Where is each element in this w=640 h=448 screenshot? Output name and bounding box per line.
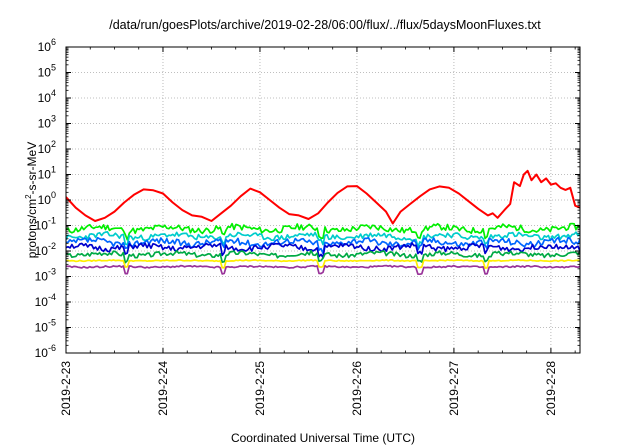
series-line-2 <box>66 222 580 241</box>
y-tick-label: 102 <box>38 139 56 156</box>
y-tick-label: 10-4 <box>35 292 56 309</box>
series-line-1 <box>66 169 580 225</box>
series-line-3 <box>66 231 580 248</box>
plot-frame <box>65 46 581 354</box>
x-tick-label: 2019-2-26 <box>350 361 364 416</box>
y-tick-label: 106 <box>38 37 56 54</box>
series-line-7 <box>66 258 580 269</box>
x-tick-label: 2019-2-23 <box>59 361 73 416</box>
y-tick-label: 104 <box>38 88 56 105</box>
y-tick-label: 10-1 <box>35 216 56 233</box>
x-tick-label: 2019-2-25 <box>253 361 267 416</box>
x-tick-label: 2019-2-24 <box>156 361 170 416</box>
y-tick-label: 100 <box>38 190 56 207</box>
y-tick-label: 103 <box>38 114 56 131</box>
series-lines <box>66 169 580 276</box>
chart-title: /data/run/goesPlots/archive/2019-02-28/0… <box>109 18 541 32</box>
y-tick-label: 10-6 <box>35 343 56 360</box>
grid-lines <box>66 46 580 354</box>
series-line-6 <box>66 249 580 264</box>
y-tick-label: 105 <box>38 63 56 80</box>
y-axis-label: protons/cm2-s-sr-MeV <box>24 142 39 258</box>
x-tick-label: 2019-2-27 <box>447 361 461 416</box>
y-tick-label: 10-2 <box>35 241 56 258</box>
series-line-8 <box>66 264 580 276</box>
axis-ticks: 106 105 104 103 102 101 100 10-1 10-2 10-3 10-4 10-… <box>35 37 580 416</box>
y-tick-label: 10-5 <box>35 318 56 335</box>
y-tick-label: 10-3 <box>35 267 56 284</box>
x-axis-label: Coordinated Universal Time (UTC) <box>231 431 415 445</box>
y-tick-label: 101 <box>38 165 56 182</box>
x-tick-label: 2019-2-28 <box>544 361 558 416</box>
